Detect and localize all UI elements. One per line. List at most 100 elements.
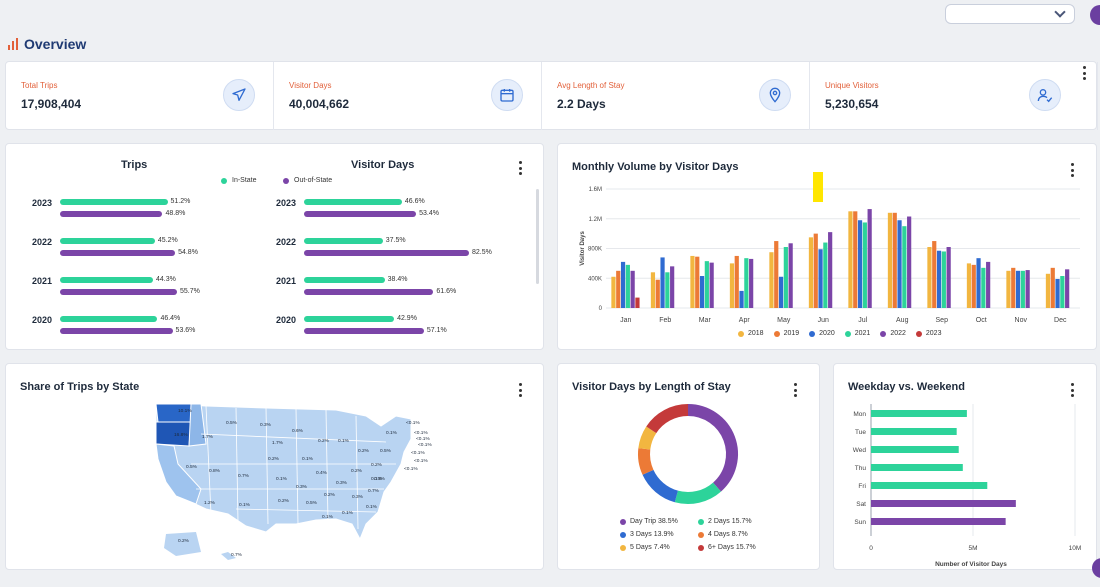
monthly-chart: 0 400K 800K 1.2M 1.6M Visitor Days Jan Feb Mar Ap… xyxy=(580,187,1080,324)
bar-wed xyxy=(871,446,959,453)
bar-2021-sep xyxy=(941,251,946,308)
scrollbar[interactable] xyxy=(536,189,539,284)
bar-2022-jul xyxy=(867,209,872,308)
bar-2022-sep xyxy=(946,247,951,308)
in-state-bar xyxy=(60,238,155,244)
in-state-bar xyxy=(60,277,154,283)
state-share-label: 0.2% xyxy=(358,448,370,454)
legend-label: Day Trip 38.5% xyxy=(630,518,678,525)
kpi-label: Unique Visitors xyxy=(825,81,879,90)
bar-2021-nov xyxy=(1020,270,1025,308)
help-button[interactable] xyxy=(1092,558,1100,578)
legend-label: 3 Days 13.9% xyxy=(630,531,674,538)
state-share-label: <0.1% xyxy=(416,436,430,442)
state-idaho xyxy=(188,403,207,447)
legend-swatch xyxy=(283,177,289,184)
x-tick-label: Jan xyxy=(620,317,631,324)
bar-2018-may xyxy=(769,252,774,308)
bar-2020-may xyxy=(778,276,784,308)
state-share-label: 0.2% xyxy=(318,438,330,444)
in-state-bar xyxy=(304,199,402,205)
state-share-label: 0.3% xyxy=(336,480,348,486)
legend-swatch xyxy=(809,330,816,337)
legend-swatch xyxy=(620,531,626,538)
y-tick-label: Thu xyxy=(855,465,867,472)
y-tick-label: 400K xyxy=(588,276,602,282)
trips-more-button[interactable] xyxy=(518,161,522,175)
state-share-label: 0.1% xyxy=(366,504,378,510)
account-select[interactable] xyxy=(945,4,1075,24)
in-state-bar xyxy=(60,316,158,322)
state-share-label: 0.5% xyxy=(226,420,238,426)
x-tick-label: Jun xyxy=(818,317,829,324)
avatar[interactable] xyxy=(1090,5,1100,25)
y-tick-label: 1.2M xyxy=(589,217,602,223)
legend-swatch xyxy=(773,330,780,337)
map-more-button[interactable] xyxy=(518,383,522,397)
length-of-stay-card: Visitor Days by Length of Stay Day Trip … xyxy=(557,363,820,570)
weekday-title: Weekday vs. Weekend xyxy=(848,381,965,393)
bar-fri xyxy=(871,482,988,489)
bar-value-label: 53.4% xyxy=(419,210,439,217)
bar-2020-jul xyxy=(857,220,863,308)
year-label: 2023 xyxy=(32,198,53,208)
bar-2020-sep xyxy=(936,250,942,308)
bar-sun xyxy=(871,518,1006,525)
location-pin-icon xyxy=(759,79,791,111)
weekday-more-button[interactable] xyxy=(1070,383,1074,397)
y-tick-label: 1.6M xyxy=(589,187,602,193)
map-title: Share of Trips by State xyxy=(20,381,140,393)
state-share-label: 0.1% xyxy=(276,476,288,482)
bar-2021-feb xyxy=(665,272,670,308)
bar-value-label: 37.5% xyxy=(385,237,406,244)
bar-2019-jul xyxy=(853,211,858,308)
x-tick-label: Dec xyxy=(1054,317,1067,324)
legend-label: In-State xyxy=(232,177,257,184)
bar-2022-oct xyxy=(986,261,991,308)
kpi-card: Total Trips 17,908,404 Visitor Days 40,0… xyxy=(5,61,1098,130)
legend-item: 2022 xyxy=(880,330,906,337)
legend-item: 3 Days 13.9% xyxy=(620,531,694,538)
bar-value-label: 57.1% xyxy=(426,327,447,334)
bar-2019-apr xyxy=(734,255,739,308)
los-title: Visitor Days by Length of Stay xyxy=(572,381,731,393)
bar-2022-nov xyxy=(1025,270,1030,308)
bar-2023-jan xyxy=(635,297,640,308)
bar-2019-nov xyxy=(1011,267,1016,308)
bar-2022-aug xyxy=(907,216,912,308)
kpi-total-trips: Total Trips 17,908,404 xyxy=(6,62,274,130)
kpi-label: Visitor Days xyxy=(289,81,332,90)
legend-label: 4 Days 8.7% xyxy=(708,531,748,538)
state-share-label: 0.5% xyxy=(380,448,392,454)
bar-2020-oct xyxy=(976,258,981,308)
x-tick-label: Jul xyxy=(858,317,867,324)
bar-2018-oct xyxy=(966,263,972,308)
bar-chart-icon xyxy=(8,38,18,50)
state-share-label: 0.1% xyxy=(322,514,334,520)
visitor-days-title: Visitor Days xyxy=(351,159,415,171)
bar-2019-may xyxy=(774,241,779,308)
legend-label: 6+ Days 15.7% xyxy=(708,544,756,551)
state-share-label: 16.8% xyxy=(174,432,188,438)
bar-2020-nov xyxy=(1015,270,1021,308)
state-share-label: <0.1% xyxy=(411,450,425,456)
kpi-more-button[interactable] xyxy=(1082,66,1086,80)
trips-visitor-days-card: Trips Visitor Days In-State Out-of-State… xyxy=(5,143,544,350)
y-tick-label: Fri xyxy=(858,483,866,490)
bar-2018-mar xyxy=(690,255,695,308)
y-tick-label: Sat xyxy=(856,501,866,508)
legend-item: 2018 xyxy=(738,330,764,337)
monthly-more-button[interactable] xyxy=(1070,163,1074,177)
legend-swatch xyxy=(698,518,704,525)
kpi-label: Avg Length of Stay xyxy=(557,81,625,90)
chevron-down-icon xyxy=(1054,6,1066,18)
x-axis-label: Number of Visitor Days xyxy=(935,561,1007,568)
los-more-button[interactable] xyxy=(793,383,797,397)
year-label: 2020 xyxy=(32,315,53,325)
out-of-state-bar xyxy=(60,328,173,334)
state-share-label: 0.2% xyxy=(351,468,363,474)
bar-value-label: 48.8% xyxy=(165,210,186,217)
legend-label: Out-of-State xyxy=(294,177,333,184)
y-tick-label: Wed xyxy=(853,447,867,454)
calendar-icon xyxy=(491,79,523,111)
